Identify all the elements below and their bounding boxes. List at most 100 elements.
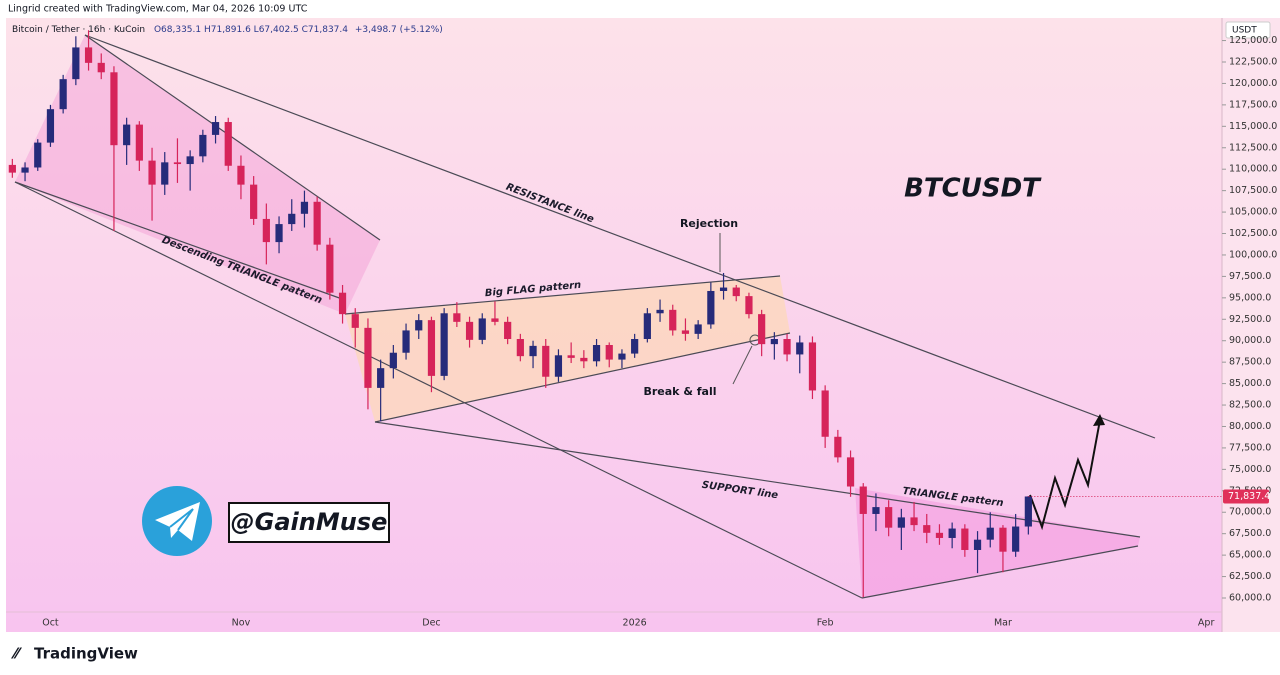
- candle-body: [885, 507, 893, 528]
- candle-body: [199, 134, 207, 157]
- annotation: Rejection: [680, 217, 738, 230]
- candle-body: [148, 160, 156, 185]
- telegram-icon: [142, 486, 212, 556]
- y-tick-label: 70,000.0: [1229, 507, 1271, 518]
- candle-body: [161, 162, 169, 185]
- unit-box: [1225, 21, 1271, 39]
- annotation: Break & fall: [643, 385, 716, 398]
- candle-body: [491, 318, 499, 322]
- candle-body: [440, 313, 448, 376]
- y-tick-label: 117,500.0: [1229, 99, 1277, 110]
- candle-body: [173, 162, 182, 165]
- legend: Bitcoin / Tether · 16h · KuCoin O68,335.…: [12, 25, 443, 35]
- trend-line: [84, 34, 381, 241]
- ticker-label: BTCUSDT: [904, 174, 1042, 204]
- candle-body: [46, 109, 55, 143]
- candle-body: [770, 339, 778, 345]
- candle-body: [377, 368, 385, 388]
- candle-body: [694, 324, 702, 334]
- candle-body: [910, 517, 918, 526]
- candle-body: [34, 142, 42, 168]
- candle-body: [135, 124, 143, 161]
- candle-body: [745, 296, 753, 315]
- y-tick-label: 60,000.0: [1229, 593, 1271, 604]
- arrow: [732, 345, 753, 385]
- candle-body: [554, 355, 563, 377]
- candle-body: [631, 339, 639, 354]
- candle-body: [758, 314, 766, 345]
- candle-body: [97, 62, 105, 73]
- candle-body: [796, 342, 804, 355]
- y-tick-label: 110,000.0: [1229, 164, 1277, 175]
- arrowhead: [1093, 414, 1105, 426]
- candle-body: [275, 224, 283, 243]
- candle-body: [567, 355, 575, 358]
- x-tick-label: Apr: [1198, 618, 1215, 629]
- candle-body: [516, 339, 524, 357]
- candle-body: [618, 353, 626, 360]
- x-tick-label: Nov: [232, 618, 251, 629]
- candle-body: [592, 345, 601, 362]
- candle-body: [681, 330, 690, 334]
- y-tick-label: 102,500.0: [1229, 228, 1277, 239]
- symbol: Bitcoin / Tether · 16h · KuCoin: [12, 25, 145, 35]
- candle-body: [732, 287, 740, 297]
- price-tag: [1223, 489, 1269, 504]
- y-tick-label: 122,500.0: [1229, 56, 1277, 67]
- candle-body: [719, 287, 728, 291]
- candle-body: [529, 345, 537, 357]
- y-tick-label: 107,500.0: [1229, 185, 1277, 196]
- candle-body: [834, 436, 842, 458]
- candle-body: [262, 218, 270, 243]
- x-tick-label: Mar: [994, 618, 1012, 629]
- candle-body: [186, 156, 194, 165]
- y-tick-label: 65,000.0: [1229, 550, 1271, 561]
- y-tick-label: 95,000.0: [1229, 292, 1271, 303]
- y-tick-label: 92,500.0: [1229, 314, 1271, 325]
- y-tick-label: 115,000.0: [1229, 121, 1277, 132]
- candle-body: [8, 164, 16, 173]
- candle-body: [427, 320, 436, 376]
- trend-line: [14, 181, 863, 599]
- brand: TradingView: [34, 645, 138, 663]
- projection-arrow: [1029, 419, 1101, 531]
- candle-body: [504, 321, 512, 340]
- candle-body: [21, 167, 29, 173]
- price-unit: USDT: [1232, 26, 1257, 36]
- candle-body: [453, 313, 461, 322]
- change: +3,498.7 (+5.12%): [355, 25, 443, 35]
- trend-line: [861, 545, 1139, 599]
- candle-body: [237, 165, 245, 185]
- candle-body: [923, 525, 931, 533]
- candle-body: [897, 517, 905, 528]
- y-tick-label: 87,500.0: [1229, 357, 1271, 368]
- y-tick-label: 112,500.0: [1229, 142, 1277, 153]
- y-tick-label: 85,000.0: [1229, 378, 1271, 389]
- logo-mark: ⁄⁄: [11, 645, 23, 663]
- y-tick-label: 125,000.0: [1229, 35, 1277, 46]
- candle-body: [821, 390, 829, 437]
- candle-body: [72, 47, 80, 80]
- candle-body: [364, 327, 372, 388]
- trend-line: [14, 181, 346, 301]
- price-tag-label: 71,837.4: [1228, 491, 1270, 502]
- candle-body: [669, 309, 677, 331]
- y-tick-label: 75,000.0: [1229, 464, 1271, 475]
- descending-triangle-zone: [15, 35, 380, 314]
- candle-body: [402, 330, 410, 353]
- candle-body: [478, 318, 486, 340]
- candles: [8, 30, 1032, 598]
- trend-line: [374, 332, 791, 423]
- x-tick-label: 2026: [623, 618, 647, 629]
- candle-body: [300, 201, 309, 214]
- candle-body: [351, 314, 359, 328]
- footer: [0, 632, 1280, 675]
- candle-body: [110, 72, 118, 146]
- candle-body: [1024, 496, 1032, 527]
- candle-body: [986, 527, 994, 540]
- y-tick-label: 82,500.0: [1229, 400, 1271, 411]
- price-axis-bg: [1222, 18, 1280, 632]
- y-tick-label: 80,000.0: [1229, 421, 1271, 432]
- candle-body: [643, 313, 651, 340]
